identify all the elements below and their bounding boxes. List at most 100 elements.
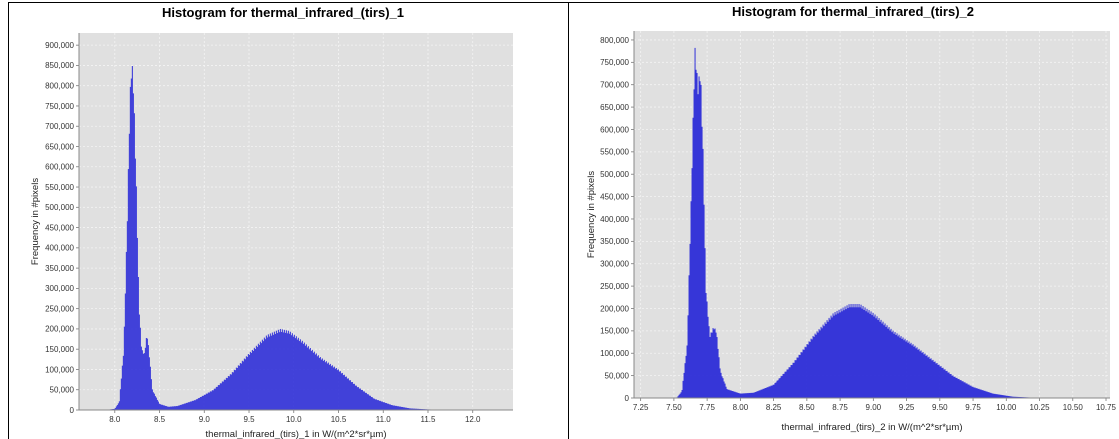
histogram-bar bbox=[291, 333, 293, 410]
histogram-bar bbox=[999, 394, 1001, 398]
x-tick-label: 8.0 bbox=[109, 415, 121, 424]
histogram-bar bbox=[804, 346, 806, 398]
histogram-bar bbox=[171, 406, 173, 410]
histogram-bar bbox=[308, 349, 310, 410]
histogram-bar bbox=[154, 396, 156, 410]
x-tick-label: 9.00 bbox=[866, 403, 882, 412]
histogram-bar bbox=[914, 345, 916, 398]
x-tick-label: 10.75 bbox=[1096, 403, 1117, 412]
histogram-bar bbox=[122, 355, 124, 410]
histogram-bar bbox=[884, 323, 886, 398]
histogram-bars bbox=[105, 66, 446, 411]
histogram-bar bbox=[258, 345, 260, 410]
histogram-bar bbox=[695, 69, 697, 398]
histogram-bar bbox=[892, 330, 894, 398]
y-tick-label: 250,000 bbox=[600, 282, 629, 291]
histogram-bar bbox=[991, 393, 993, 398]
histogram-bar bbox=[677, 396, 679, 398]
chart-title: Histogram for thermal_infrared_(tirs)_2 bbox=[732, 4, 974, 19]
histogram-bar bbox=[816, 331, 818, 398]
histogram-bar bbox=[314, 354, 316, 410]
histogram-bar bbox=[858, 304, 860, 398]
histogram-bar bbox=[339, 371, 341, 410]
histogram-bar bbox=[744, 393, 746, 398]
histogram-bar bbox=[895, 335, 897, 398]
y-tick-label: 700,000 bbox=[45, 122, 74, 131]
panel-top-rule bbox=[8, 2, 568, 3]
histogram-bar bbox=[315, 353, 317, 410]
histogram-bar bbox=[944, 369, 946, 398]
histogram-bar bbox=[836, 310, 838, 398]
histogram-bar bbox=[876, 316, 878, 398]
histogram-bar bbox=[814, 333, 816, 398]
histogram-bar bbox=[413, 408, 415, 410]
histogram-bar bbox=[213, 388, 215, 410]
histogram-bar bbox=[149, 366, 151, 410]
histogram-bar bbox=[237, 365, 239, 410]
y-axis-label: Frequency in #pixels bbox=[30, 178, 41, 265]
histogram-bar bbox=[130, 78, 132, 410]
histogram-bar bbox=[958, 378, 960, 398]
histogram-bar bbox=[146, 338, 148, 410]
histogram-bar bbox=[703, 204, 705, 398]
histogram-bar bbox=[972, 386, 974, 398]
y-tick-label: 50,000 bbox=[50, 386, 75, 395]
histogram-bar bbox=[253, 347, 255, 410]
histogram-bar bbox=[815, 334, 817, 398]
histogram-bar bbox=[132, 93, 134, 411]
histogram-bar bbox=[155, 397, 157, 410]
histogram-bar bbox=[863, 309, 865, 398]
x-tick-label: 9.75 bbox=[965, 403, 981, 412]
histogram-bar bbox=[974, 387, 976, 398]
histogram-bar bbox=[197, 398, 199, 410]
histogram-bar bbox=[719, 368, 721, 398]
histogram-bar bbox=[143, 353, 145, 410]
histogram-bar bbox=[720, 372, 722, 398]
histogram-bar bbox=[768, 386, 770, 398]
histogram-bar bbox=[678, 394, 680, 398]
histogram-bar bbox=[810, 338, 812, 398]
y-tick-label: 500,000 bbox=[600, 170, 629, 179]
histogram-chart-tirs-2: Histogram for thermal_infrared_(tirs)_2 0… bbox=[586, 4, 1117, 433]
histogram-bar bbox=[718, 357, 720, 398]
x-axis-label: thermal_infrared_(tirs)_2 in W/(m^2*sr*µ… bbox=[782, 422, 963, 433]
histogram-bar bbox=[190, 401, 192, 410]
histogram-bar bbox=[393, 405, 395, 410]
histogram-bar bbox=[808, 341, 810, 398]
histogram-bar bbox=[817, 332, 819, 398]
histogram-bar bbox=[759, 390, 761, 398]
histogram-bar bbox=[993, 393, 995, 398]
histogram-bar bbox=[748, 392, 750, 398]
histogram-bar bbox=[709, 336, 711, 398]
histogram-bar bbox=[1018, 396, 1020, 398]
histogram-bar bbox=[319, 357, 321, 410]
histogram-bar bbox=[968, 384, 970, 398]
histogram-bar bbox=[365, 392, 367, 410]
histogram-bar bbox=[1006, 395, 1008, 398]
histogram-bar bbox=[332, 367, 334, 410]
histogram-bar bbox=[207, 392, 209, 410]
histogram-bar bbox=[228, 376, 230, 410]
histogram-bar bbox=[212, 390, 214, 410]
histogram-bar bbox=[240, 363, 242, 410]
histogram-bar bbox=[276, 333, 278, 410]
histogram-bar bbox=[775, 382, 777, 398]
panel-left-rule bbox=[8, 2, 9, 439]
histogram-bar bbox=[982, 390, 984, 398]
histogram-bar bbox=[848, 304, 850, 398]
histogram-bar bbox=[713, 329, 715, 398]
x-axis-label: thermal_infrared_(tirs)_1 in W/(m^2*sr*µ… bbox=[206, 429, 387, 439]
x-tick-label: 9.0 bbox=[199, 415, 211, 424]
histogram-bar bbox=[265, 335, 267, 410]
histogram-bar bbox=[696, 72, 698, 398]
histogram-bar bbox=[712, 328, 714, 398]
histogram-bar bbox=[277, 329, 279, 410]
histogram-bar bbox=[407, 408, 409, 410]
histogram-bar bbox=[984, 390, 986, 398]
histogram-bar bbox=[298, 341, 300, 410]
histogram-bar bbox=[729, 390, 731, 398]
histogram-bar bbox=[894, 332, 896, 398]
histogram-bar bbox=[824, 322, 826, 398]
histogram-bar bbox=[756, 391, 758, 398]
histogram-bar bbox=[153, 393, 155, 410]
